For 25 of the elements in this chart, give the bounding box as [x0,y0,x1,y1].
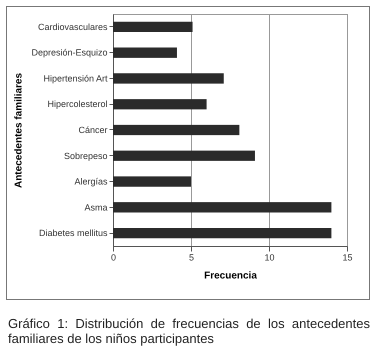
x-tick-label: 15 [342,252,353,262]
y-tick-label: Cáncer [78,125,108,135]
y-tick-label: Asma [84,202,108,212]
y-tick-label: Hipercolesterol [47,99,108,110]
bar [113,73,224,84]
bar [113,150,255,161]
bar [113,202,332,212]
y-axis-title: Antecedentes familiares [13,72,24,188]
bar [113,124,240,136]
y-tick-label: Alergías [74,176,108,187]
x-tick-label: 0 [110,252,116,262]
bar [113,176,191,187]
y-tick-label: Hipertensión Art [43,73,108,84]
x-tick-label: 10 [264,252,275,262]
y-tick-label: Cardiovasculares [38,22,108,32]
x-axis-title: Frecuencia [204,270,258,282]
y-tick-label: Sobrepeso [64,150,108,161]
text: Gráfico 1: Distribución de frecuencias de los antecedentes familiares de los niños participantes [8,316,370,346]
bar [113,48,177,58]
bar [113,22,193,32]
bar [113,99,207,110]
bar [113,228,332,238]
y-tick-label: Diabetes mellitus [38,228,108,238]
x-tick-label: 5 [188,252,194,262]
y-tick-label: Depresión-Esquizo [31,48,108,58]
